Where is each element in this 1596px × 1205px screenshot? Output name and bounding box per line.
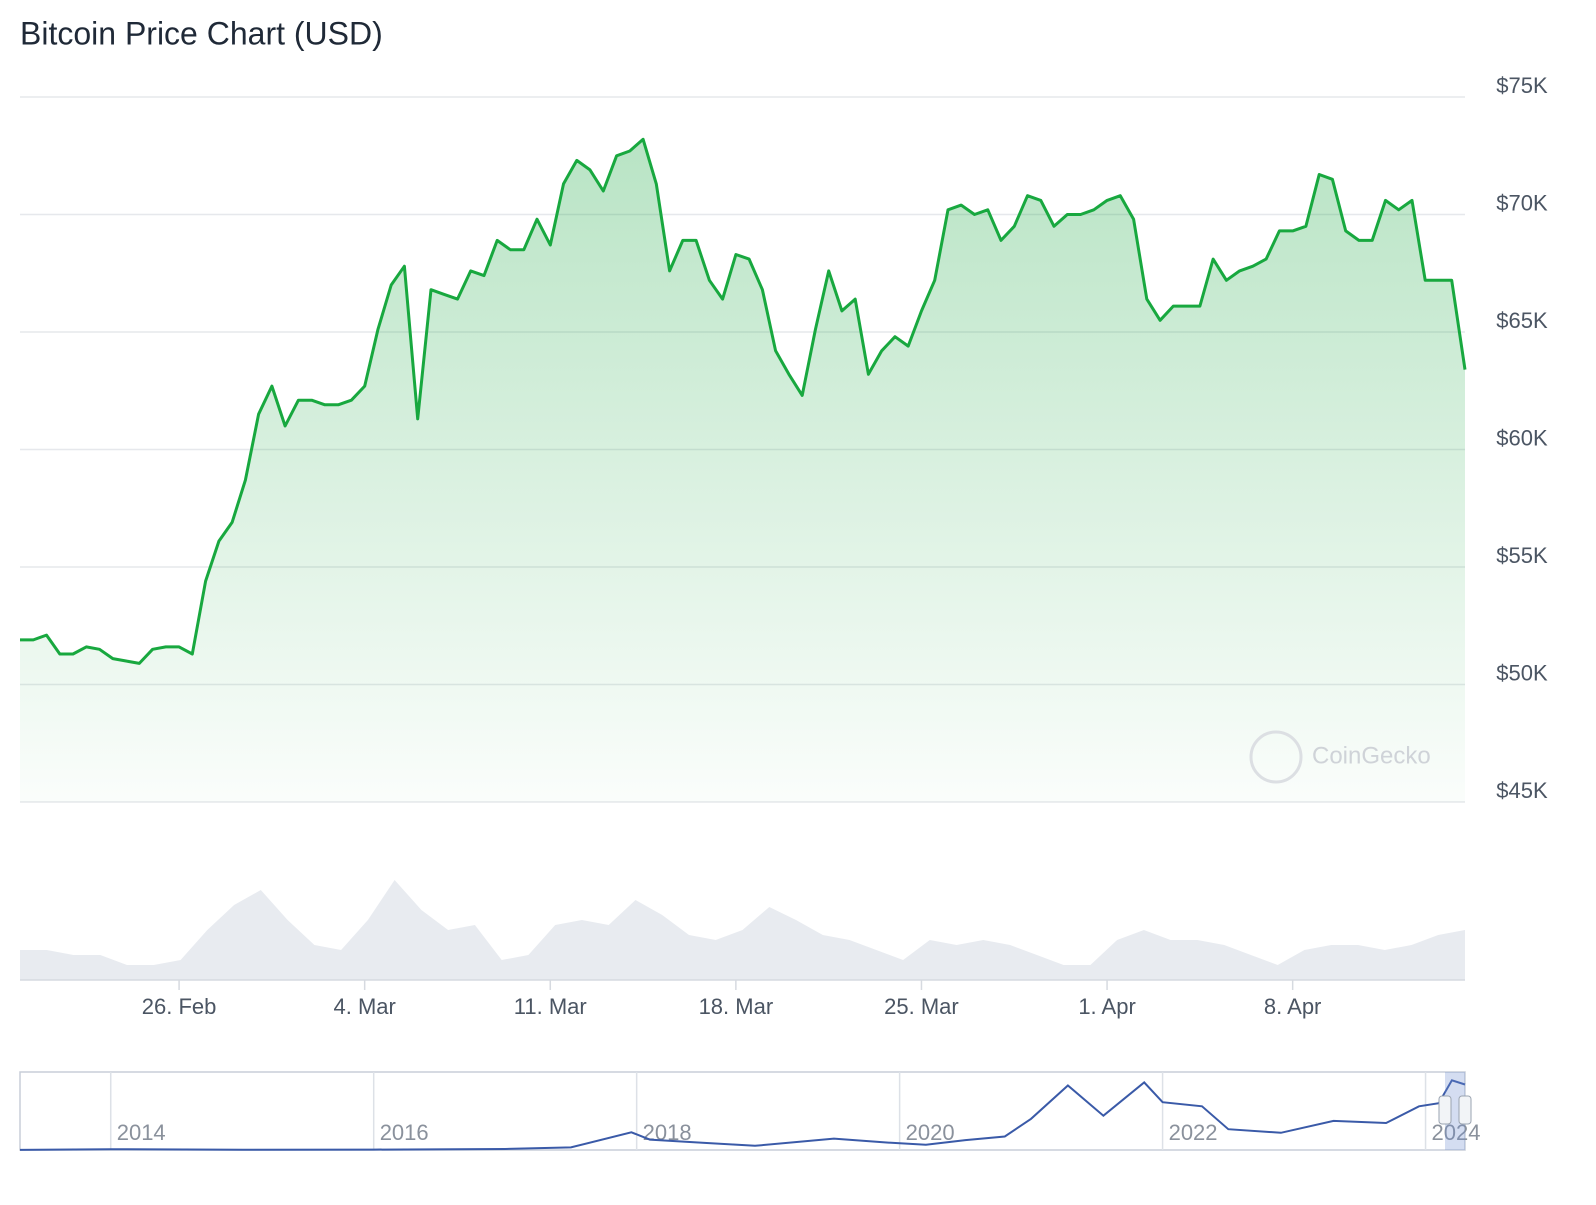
x-tick-label: 4. Mar bbox=[333, 994, 395, 1019]
x-tick-label: 11. Mar bbox=[514, 994, 587, 1019]
navigator-tick-label: 2024 bbox=[1432, 1120, 1481, 1145]
y-tick-label: $75K bbox=[1496, 73, 1548, 98]
navigator-handle bbox=[1438, 1095, 1452, 1125]
navigator-line bbox=[19, 1079, 1466, 1151]
navigator-tick-label: 2020 bbox=[906, 1120, 955, 1145]
x-tick-label: 18. Mar bbox=[699, 994, 774, 1019]
watermark-text: CoinGecko bbox=[1312, 742, 1431, 769]
navigator-tick-label: 2014 bbox=[117, 1120, 166, 1145]
chart-title: Bitcoin Price Chart (USD) bbox=[20, 15, 383, 51]
x-tick-label: 8. Apr bbox=[1264, 994, 1321, 1019]
y-tick-label: $65K bbox=[1496, 308, 1548, 333]
y-tick-label: $55K bbox=[1496, 543, 1548, 568]
navigator-tick-label: 2016 bbox=[380, 1120, 429, 1145]
navigator-tick-label: 2022 bbox=[1169, 1120, 1218, 1145]
price-line bbox=[20, 137, 1467, 665]
y-tick-label: $45K bbox=[1496, 778, 1548, 803]
price-area bbox=[20, 139, 1465, 803]
x-tick-label: 26. Feb bbox=[142, 994, 217, 1019]
y-tick-label: $70K bbox=[1496, 190, 1548, 215]
y-tick-label: $50K bbox=[1496, 660, 1548, 685]
x-tick-label: 1. Apr bbox=[1078, 994, 1135, 1019]
watermark-logo bbox=[1249, 730, 1303, 784]
y-tick-label: $60K bbox=[1496, 425, 1548, 450]
x-tick-label: 25. Mar bbox=[884, 994, 959, 1019]
navigator-handle bbox=[1458, 1095, 1472, 1125]
volume-area bbox=[20, 880, 1465, 980]
navigator-frame bbox=[19, 1071, 1466, 1151]
watermark: CoinGecko bbox=[1249, 730, 1431, 784]
navigator-selection bbox=[1445, 1072, 1465, 1150]
